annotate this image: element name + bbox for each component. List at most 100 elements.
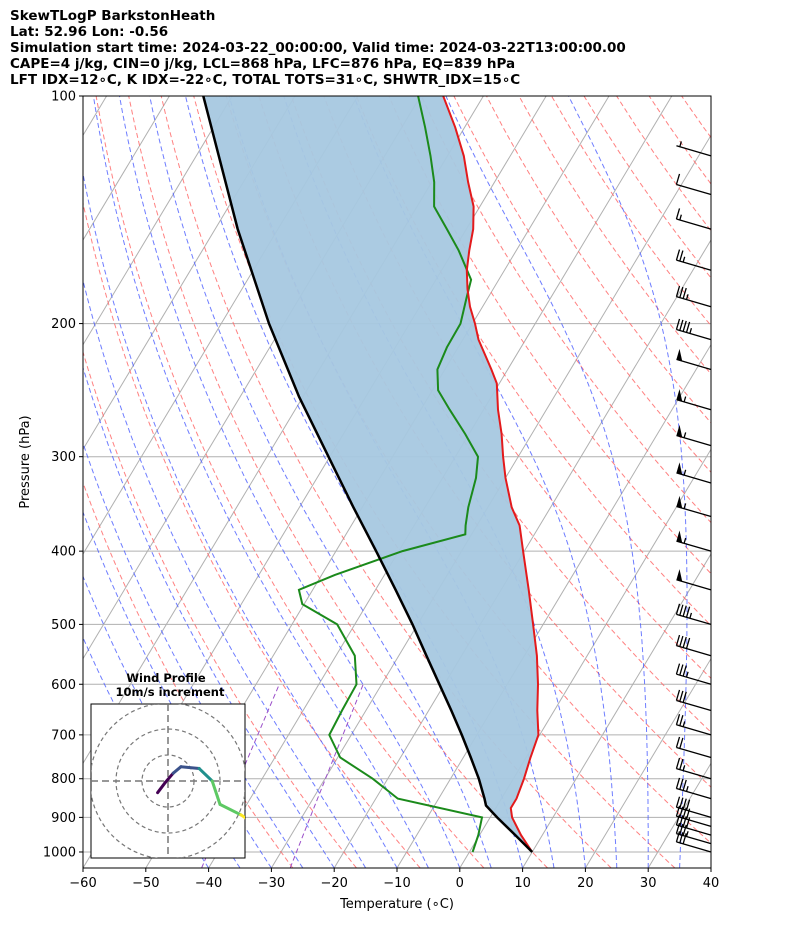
dry-adiabat <box>83 350 357 868</box>
time-line: Simulation start time: 2024-03-22_00:00:… <box>10 40 626 56</box>
y-tick-label: 700 <box>51 728 76 743</box>
wind-barb <box>676 495 712 518</box>
wind-barb <box>676 530 712 552</box>
isotherm-line <box>647 762 711 868</box>
wind-barb <box>676 141 712 157</box>
dry-adiabat <box>681 96 711 139</box>
y-tick-label: 800 <box>51 772 76 787</box>
inset-subtitle: 10m/s increment <box>116 685 225 699</box>
y-axis-label: Pressure (hPa) <box>18 415 33 508</box>
moist-adiabat <box>83 365 335 868</box>
index-line: LFT IDX=12∘C, K IDX=-22∘C, TOTAL TOTS=31… <box>10 72 521 88</box>
wind-barb <box>675 814 712 836</box>
moist-adiabat <box>92 96 429 868</box>
wind-barb <box>675 736 712 759</box>
inset-title: Wind Profile <box>126 671 206 685</box>
moist-adiabat <box>83 636 210 868</box>
dry-adiabat <box>747 96 794 868</box>
dry-adiabat <box>648 96 711 185</box>
x-tick-label: −60 <box>69 876 96 891</box>
chart-header: SkewTLogP BarkstonHeath Lat: 52.96 Lon: … <box>10 8 626 88</box>
dry-adiabat <box>714 96 794 868</box>
dewpoint-line <box>297 96 484 853</box>
isotherm-line <box>522 553 711 868</box>
dry-adiabat <box>486 96 711 424</box>
chart-title: SkewTLogP BarkstonHeath <box>10 8 216 24</box>
x-tick-label: 0 <box>456 876 464 891</box>
location-line: Lat: 52.96 Lon: -0.56 <box>10 24 169 40</box>
y-tick-label: 600 <box>51 678 76 693</box>
isotherm-line <box>584 657 711 868</box>
wind-barb <box>676 348 712 371</box>
dry-adiabat <box>420 96 711 524</box>
y-tick-label: 400 <box>51 545 76 560</box>
wind-barb <box>676 569 712 591</box>
plot-area <box>83 96 794 868</box>
x-tick-label: 40 <box>703 876 720 891</box>
hodograph-segment <box>239 813 245 820</box>
dry-adiabat <box>551 96 711 327</box>
wind-barb <box>675 173 712 196</box>
x-tick-label: −40 <box>195 876 222 891</box>
moist-adiabat <box>445 96 649 868</box>
hodograph-segment <box>179 765 201 771</box>
wind-barb <box>675 603 712 626</box>
hodograph-segment <box>218 802 243 817</box>
dry-adiabat <box>453 96 711 474</box>
dry-adiabat <box>355 96 711 627</box>
y-tick-label: 100 <box>51 90 76 105</box>
y-tick-label: 500 <box>51 618 76 633</box>
dry-adiabat <box>83 200 421 868</box>
wind-barb <box>675 831 712 853</box>
isotherm-line <box>83 96 170 241</box>
moist-adiabat <box>710 96 711 868</box>
wind-barb <box>675 689 712 712</box>
hodograph-segment <box>163 771 175 784</box>
parcel-line <box>202 96 534 853</box>
wind-barb <box>675 208 712 230</box>
x-tick-label: −20 <box>320 876 347 891</box>
hodograph-segment <box>156 780 167 795</box>
cape-line: CAPE=4 j/kg, CIN=0 j/kg, LCL=868 hPa, LF… <box>10 56 516 72</box>
cape-shading <box>203 96 539 852</box>
x-tick-label: −30 <box>258 876 285 891</box>
isotherm-line <box>333 239 711 868</box>
x-tick-label: −10 <box>383 876 410 891</box>
hodograph-segment <box>171 765 183 775</box>
temperature-line <box>442 96 540 853</box>
wind-barb <box>675 777 712 800</box>
x-tick-label: 10 <box>514 876 531 891</box>
wind-barb <box>676 462 712 484</box>
dry-adiabat <box>583 96 711 279</box>
mixing-ratio-line <box>289 684 364 868</box>
dry-adiabat <box>388 96 711 575</box>
isotherm-line <box>83 96 233 346</box>
x-tick-label: 20 <box>577 876 594 891</box>
dry-adiabat <box>83 481 294 868</box>
y-tick-label: 300 <box>51 450 76 465</box>
wind-barb <box>675 663 712 685</box>
y-tick-label: 1000 <box>43 845 76 860</box>
hodograph-segment <box>197 767 214 783</box>
wind-barb <box>675 634 712 657</box>
wind-barb <box>675 796 712 819</box>
moist-adiabat <box>83 278 367 868</box>
wind-barb <box>675 822 712 845</box>
y-tick-label: 900 <box>51 811 76 826</box>
wind-barb <box>676 389 712 411</box>
x-tick-label: 30 <box>640 876 657 891</box>
isotherm-line <box>83 96 296 451</box>
wind-barb <box>675 757 712 780</box>
wind-barb <box>675 318 712 341</box>
moist-adiabat <box>83 171 398 868</box>
hodograph-segment <box>210 779 222 806</box>
dry-adiabat <box>518 96 711 375</box>
y-tick-label: 200 <box>51 317 76 332</box>
moist-adiabat <box>83 575 241 868</box>
isotherm-line <box>710 867 711 868</box>
moist-adiabat <box>119 96 461 868</box>
wind-barb <box>675 285 712 308</box>
x-tick-label: −50 <box>132 876 159 891</box>
